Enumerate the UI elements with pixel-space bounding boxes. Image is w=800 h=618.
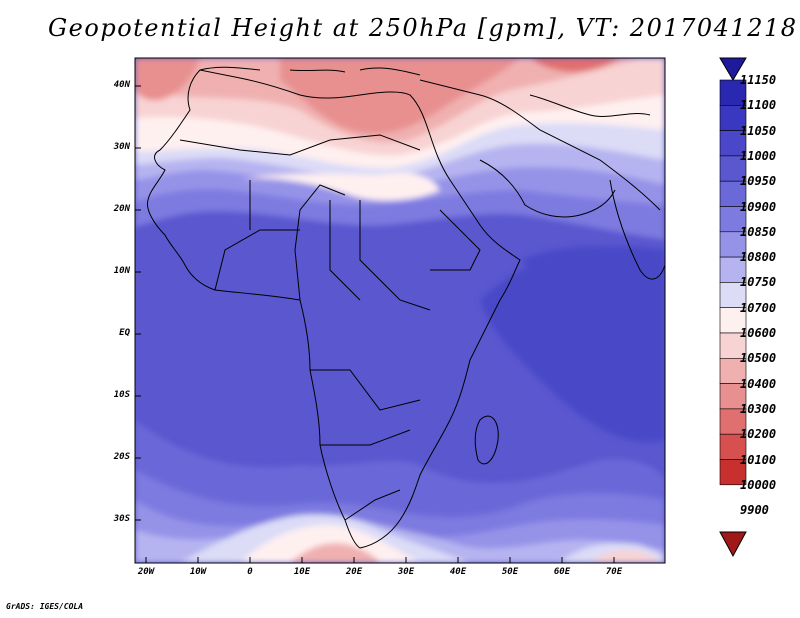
colorbar-level-label: 10200 xyxy=(740,427,777,442)
axis-ticks xyxy=(135,85,615,563)
lat-label: 20S xyxy=(113,452,130,462)
lon-label: 10E xyxy=(293,567,311,577)
colorbar-top-arrow xyxy=(719,57,747,81)
colorbar-level-label: 10600 xyxy=(740,326,777,340)
lat-label: 20N xyxy=(113,204,130,214)
lat-label: 10S xyxy=(113,390,130,400)
colorbar-cell xyxy=(719,155,747,182)
colorbar-cell xyxy=(719,408,747,435)
colorbar-level-label: 11100 xyxy=(740,98,777,113)
lat-label: 40N xyxy=(113,80,130,90)
lat-label: 30N xyxy=(113,142,130,152)
colorbar-bottom-arrow xyxy=(719,531,747,558)
lon-label: 0 xyxy=(247,567,253,577)
lon-label: 60E xyxy=(553,567,571,577)
colorbar-cell xyxy=(719,256,747,283)
colorbar-level-label: 10100 xyxy=(740,452,777,467)
footer-credit: GrADS: IGES/COLA xyxy=(6,602,84,611)
colorbar-level-label: 11050 xyxy=(740,123,777,138)
colorbar-level-label: 10850 xyxy=(740,224,777,239)
colorbar-cell xyxy=(719,105,747,131)
lon-label: 70E xyxy=(605,567,623,577)
colorbar-level-label: 9900 xyxy=(740,503,769,518)
colorbar-level-label: 10800 xyxy=(740,250,777,265)
plot-frame xyxy=(134,57,666,564)
lat-label: 10N xyxy=(113,266,130,276)
map-title: Geopotential Height at 250hPa [gpm], VT:… xyxy=(48,14,798,42)
colorbar-level-label: 10500 xyxy=(740,351,777,366)
colorbar-cell xyxy=(719,332,747,359)
colorbar-cell xyxy=(719,383,747,410)
lon-label: 10W xyxy=(189,567,207,577)
colorbar-level-label: 11150 xyxy=(740,73,777,87)
colorbar xyxy=(719,57,747,558)
colorbar-level-label: 10900 xyxy=(740,199,777,214)
colorbar-level-label: 10400 xyxy=(740,376,777,391)
colorbar-level-label: 10000 xyxy=(740,477,777,492)
colorbar-cell xyxy=(719,130,747,157)
lon-label: 40E xyxy=(449,567,467,577)
colorbar-cell xyxy=(719,307,747,334)
lat-label: EQ xyxy=(119,328,130,338)
coastlines xyxy=(146,66,665,549)
lon-label: 20E xyxy=(345,567,363,577)
colorbar-level-label: 10750 xyxy=(740,275,777,290)
colorbar-level-label: 11000 xyxy=(740,148,777,163)
colorbar-cell xyxy=(719,231,747,258)
lon-label: 20W xyxy=(137,567,155,577)
lon-label: 50E xyxy=(501,567,519,577)
colorbar-cell xyxy=(719,282,747,308)
lon-label: 30E xyxy=(397,567,415,577)
colorbar-cell xyxy=(719,433,747,460)
colorbar-level-label: 10950 xyxy=(740,174,777,189)
colorbar-cell xyxy=(719,180,747,207)
colorbar-cell xyxy=(719,357,747,384)
colorbar-cell xyxy=(719,459,747,486)
lat-label: 30S xyxy=(113,514,130,524)
height-field xyxy=(135,58,665,563)
colorbar-level-label: 10300 xyxy=(740,401,777,416)
colorbar-cell xyxy=(719,206,747,233)
colorbar-level-label: 10700 xyxy=(740,300,777,315)
